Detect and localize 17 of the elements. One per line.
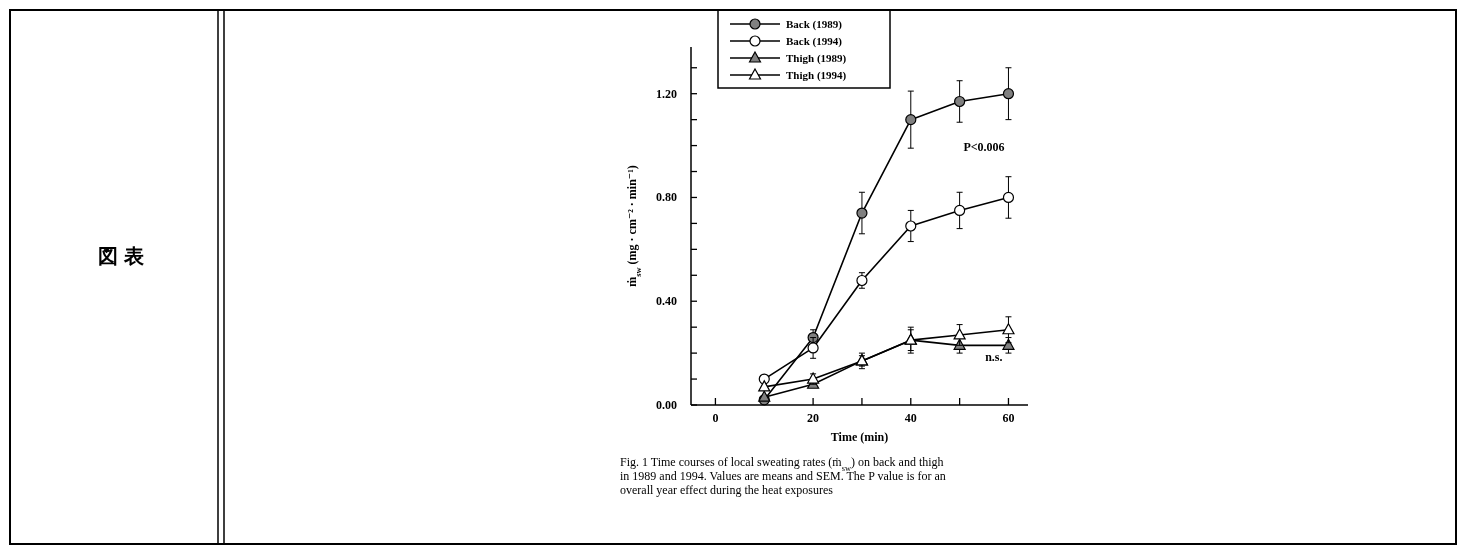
x-tick-label: 0 xyxy=(712,411,719,425)
text: 図 表 xyxy=(97,244,145,268)
text: 0.00 xyxy=(656,398,677,412)
y-tick-label: 1.20 xyxy=(656,86,677,101)
x-tick-label: 60 xyxy=(1002,411,1015,425)
x-tick-label: 40 xyxy=(904,411,917,425)
x-axis-title: Time (min) xyxy=(830,430,889,444)
legend-label: Thigh (1989) xyxy=(786,52,847,65)
legend-label: Back (1989) xyxy=(786,18,843,31)
y-tick-label: 0.80 xyxy=(656,190,677,205)
annotation: P<0.006 xyxy=(963,139,1005,154)
legend-label: Back (1994) xyxy=(786,35,843,48)
y-tick-label: 0.40 xyxy=(656,294,677,309)
legend-label: Thigh (1994) xyxy=(786,69,847,82)
caption: Fig. 1 Time courses of local sweating rates (ṁ$_{sw}$) on back and thigh in 1989 and 1994. Values are means and SEM. The P value is for an overall year effect during the heat exposures xyxy=(620,455,946,497)
x-tick-label: 20 xyxy=(807,411,820,425)
annotation: n.s. xyxy=(985,349,1003,364)
